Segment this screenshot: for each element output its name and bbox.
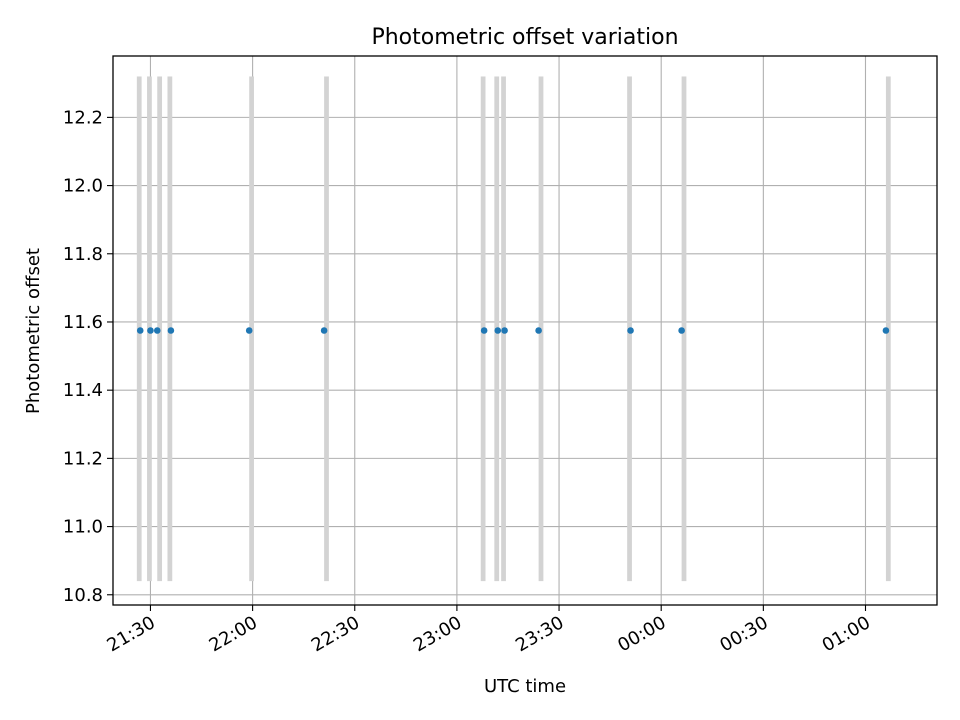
y-tick-label: 11.0 [63,517,103,538]
y-tick-label: 12.0 [63,176,103,197]
data-point [147,327,154,334]
data-point [627,327,634,334]
y-axis-label: Photometric offset [23,248,44,414]
y-tick-label: 11.6 [63,312,103,333]
y-tick-label: 11.8 [63,244,103,265]
data-point [535,327,542,334]
y-tick-label: 12.2 [63,107,103,128]
data-point [494,327,502,334]
data-point [678,327,685,334]
data-point [480,327,488,334]
y-tick-label: 11.2 [63,448,103,469]
y-tick-label: 10.8 [63,585,103,606]
data-point [153,327,161,334]
data-point [320,327,328,334]
offset-points [136,327,890,334]
data-point [136,327,144,334]
data-point [245,327,253,334]
data-point [882,327,890,334]
x-axis-label: UTC time [484,676,566,697]
y-tick-label: 11.4 [63,380,103,401]
data-point [167,327,175,334]
y-axis-ticks: 10.8 11.0 11.2 11.4 11.6 11.8 12.0 12.2 [63,107,113,606]
chart-title: Photometric offset variation [371,25,678,50]
plot-frame [112,55,938,606]
data-point [501,327,508,334]
